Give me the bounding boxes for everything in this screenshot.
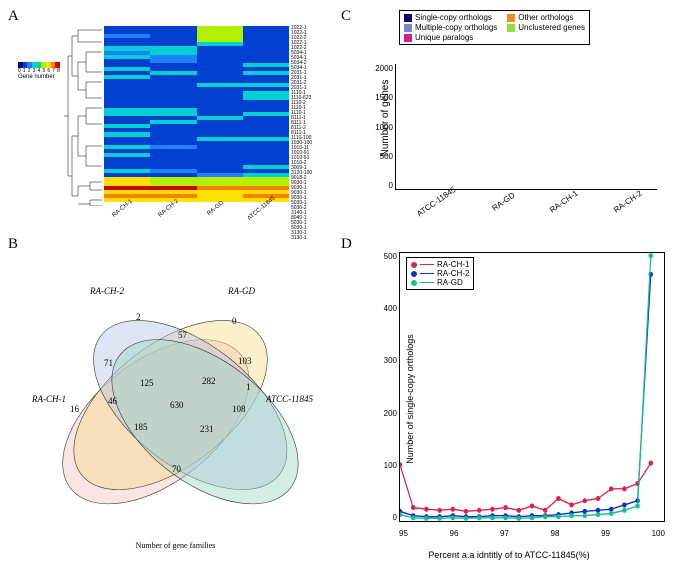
venn-n: 2	[136, 312, 141, 322]
heatmap-col-labels: RA-CH-1RA-CH-2RA-GDATCC-11845	[104, 204, 289, 224]
venn-n: 125	[140, 378, 154, 388]
venn-n: 70	[172, 464, 181, 474]
venn-n: 231	[200, 424, 214, 434]
panel-d: D Number of single-copy orthologs 010020…	[341, 236, 677, 562]
d-xlabel: Percent a.a idntitly of to ATCC-11845(%)	[428, 550, 589, 560]
panel-c: C Single-copy orthologsOther orthologsMu…	[341, 8, 677, 228]
venn-n: 103	[238, 356, 252, 366]
heatmap: 012345678 Gene number	[18, 26, 329, 224]
venn-n: 282	[202, 376, 216, 386]
line-plot: RA-CH-1RA-CH-2RA-GD	[399, 252, 665, 522]
venn-caption: Number of gene families	[136, 541, 216, 550]
c-yticks: 0500100015002000	[371, 64, 393, 190]
bar-legend: Single-copy orthologsOther orthologsMult…	[399, 10, 590, 45]
legend-title: Gene number	[18, 74, 60, 80]
panel-a: A 012345678 Gene number	[8, 8, 333, 228]
venn-n: 185	[134, 422, 148, 432]
venn-n: 71	[104, 358, 113, 368]
panel-a-label: A	[8, 8, 19, 25]
panel-b-label: B	[8, 236, 18, 253]
panel-c-label: C	[341, 8, 351, 25]
heatmap-legend: 012345678 Gene number	[18, 62, 60, 82]
line-legend: RA-CH-1RA-CH-2RA-GD	[406, 257, 474, 290]
venn-label-ch2: RA-CH-2	[90, 286, 124, 296]
venn-label-gd: RA-GD	[228, 286, 255, 296]
dendrogram	[62, 26, 102, 206]
venn-n: 630	[170, 400, 184, 410]
d-xticks: 9596979899100	[399, 529, 665, 538]
venn-n: 57	[178, 330, 187, 340]
venn-n: 0	[232, 316, 237, 326]
venn-label-atcc: ATCC-11845	[266, 394, 313, 404]
c-xticks: ATCC-11845RA-GDRA-CH-1RA-CH-2	[395, 192, 657, 224]
d-yticks: 0100200300400500	[375, 252, 397, 522]
venn-n: 46	[108, 396, 117, 406]
venn-n: 16	[70, 404, 79, 414]
panel-b: B RA-CH-1 RA-CH-2 RA-GD ATCC-11845 16 2 …	[8, 236, 333, 562]
venn-diagram: RA-CH-1 RA-CH-2 RA-GD ATCC-11845 16 2 0 …	[28, 264, 323, 550]
heatmap-row-labels: 1022-11022-11022-21022-11022-25034-15034…	[291, 26, 329, 202]
panel-d-label: D	[341, 236, 352, 253]
bar-plot	[395, 64, 657, 190]
heatmap-body	[104, 26, 289, 202]
venn-n: 108	[232, 404, 246, 414]
venn-label-ch1: RA-CH-1	[32, 394, 66, 404]
venn-n: 1	[246, 382, 251, 392]
line-svg	[400, 253, 664, 521]
figure-grid: A 012345678 Gene number	[8, 8, 677, 562]
